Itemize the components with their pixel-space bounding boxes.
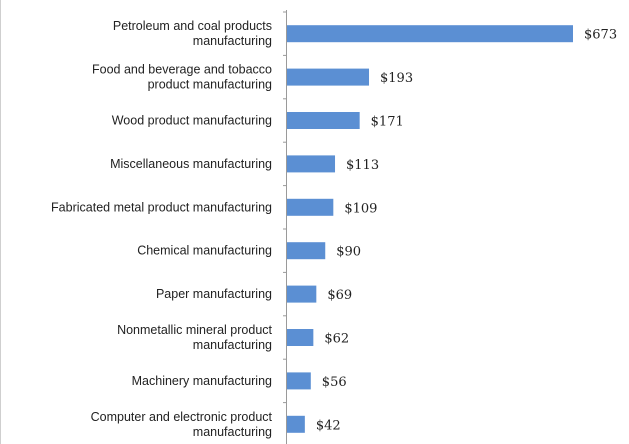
category-label-2-line-0: Wood product manufacturing bbox=[112, 114, 272, 128]
category-label-9-line-1: manufacturing bbox=[193, 425, 272, 439]
category-label-1-line-0: Food and beverage and tobacco bbox=[92, 63, 272, 77]
value-label-9: $42 bbox=[316, 418, 341, 433]
bar-9 bbox=[287, 415, 305, 433]
value-label-1: $193 bbox=[380, 71, 413, 86]
value-label-6: $69 bbox=[327, 288, 352, 303]
bar-4 bbox=[287, 198, 334, 216]
value-label-0: $673 bbox=[584, 28, 617, 43]
category-label-0-line-1: manufacturing bbox=[193, 34, 272, 48]
category-label-5-line-0: Chemical manufacturing bbox=[137, 244, 272, 258]
bar-6 bbox=[287, 285, 317, 303]
category-label-0-line-0: Petroleum and coal products bbox=[113, 19, 272, 33]
value-label-2: $171 bbox=[371, 115, 404, 130]
category-label-7-line-1: manufacturing bbox=[193, 338, 272, 352]
bar-5 bbox=[287, 242, 326, 260]
bar-3 bbox=[287, 155, 336, 173]
category-label-9-line-0: Computer and electronic product bbox=[91, 410, 273, 424]
bar-0 bbox=[287, 25, 573, 43]
category-label-3-line-0: Miscellaneous manufacturing bbox=[110, 157, 272, 171]
category-label-7-line-0: Nonmetallic mineral product bbox=[117, 323, 272, 337]
bar-2 bbox=[287, 112, 360, 129]
category-label-6-line-0: Paper manufacturing bbox=[156, 287, 272, 301]
bar-1 bbox=[287, 68, 370, 86]
category-axis-ticks bbox=[283, 11, 287, 404]
bar-7 bbox=[287, 329, 314, 346]
bars-group bbox=[287, 25, 573, 433]
value-labels: $673 $193 $171 $113 $109 $90 $69 $62 $56 $42 bbox=[316, 28, 617, 434]
category-label-4-line-0: Fabricated metal product manufacturing bbox=[51, 200, 272, 214]
value-label-7: $62 bbox=[324, 332, 349, 347]
category-label-1-line-1: product manufacturing bbox=[148, 78, 272, 92]
category-label-8-line-0: Machinery manufacturing bbox=[132, 374, 272, 388]
value-label-5: $90 bbox=[336, 245, 361, 260]
value-label-8: $56 bbox=[322, 375, 347, 390]
category-labels: Petroleum and coal productsmanufacturing… bbox=[51, 19, 272, 439]
value-label-4: $109 bbox=[344, 201, 377, 216]
bar-8 bbox=[287, 372, 311, 390]
value-label-3: $113 bbox=[346, 158, 379, 173]
